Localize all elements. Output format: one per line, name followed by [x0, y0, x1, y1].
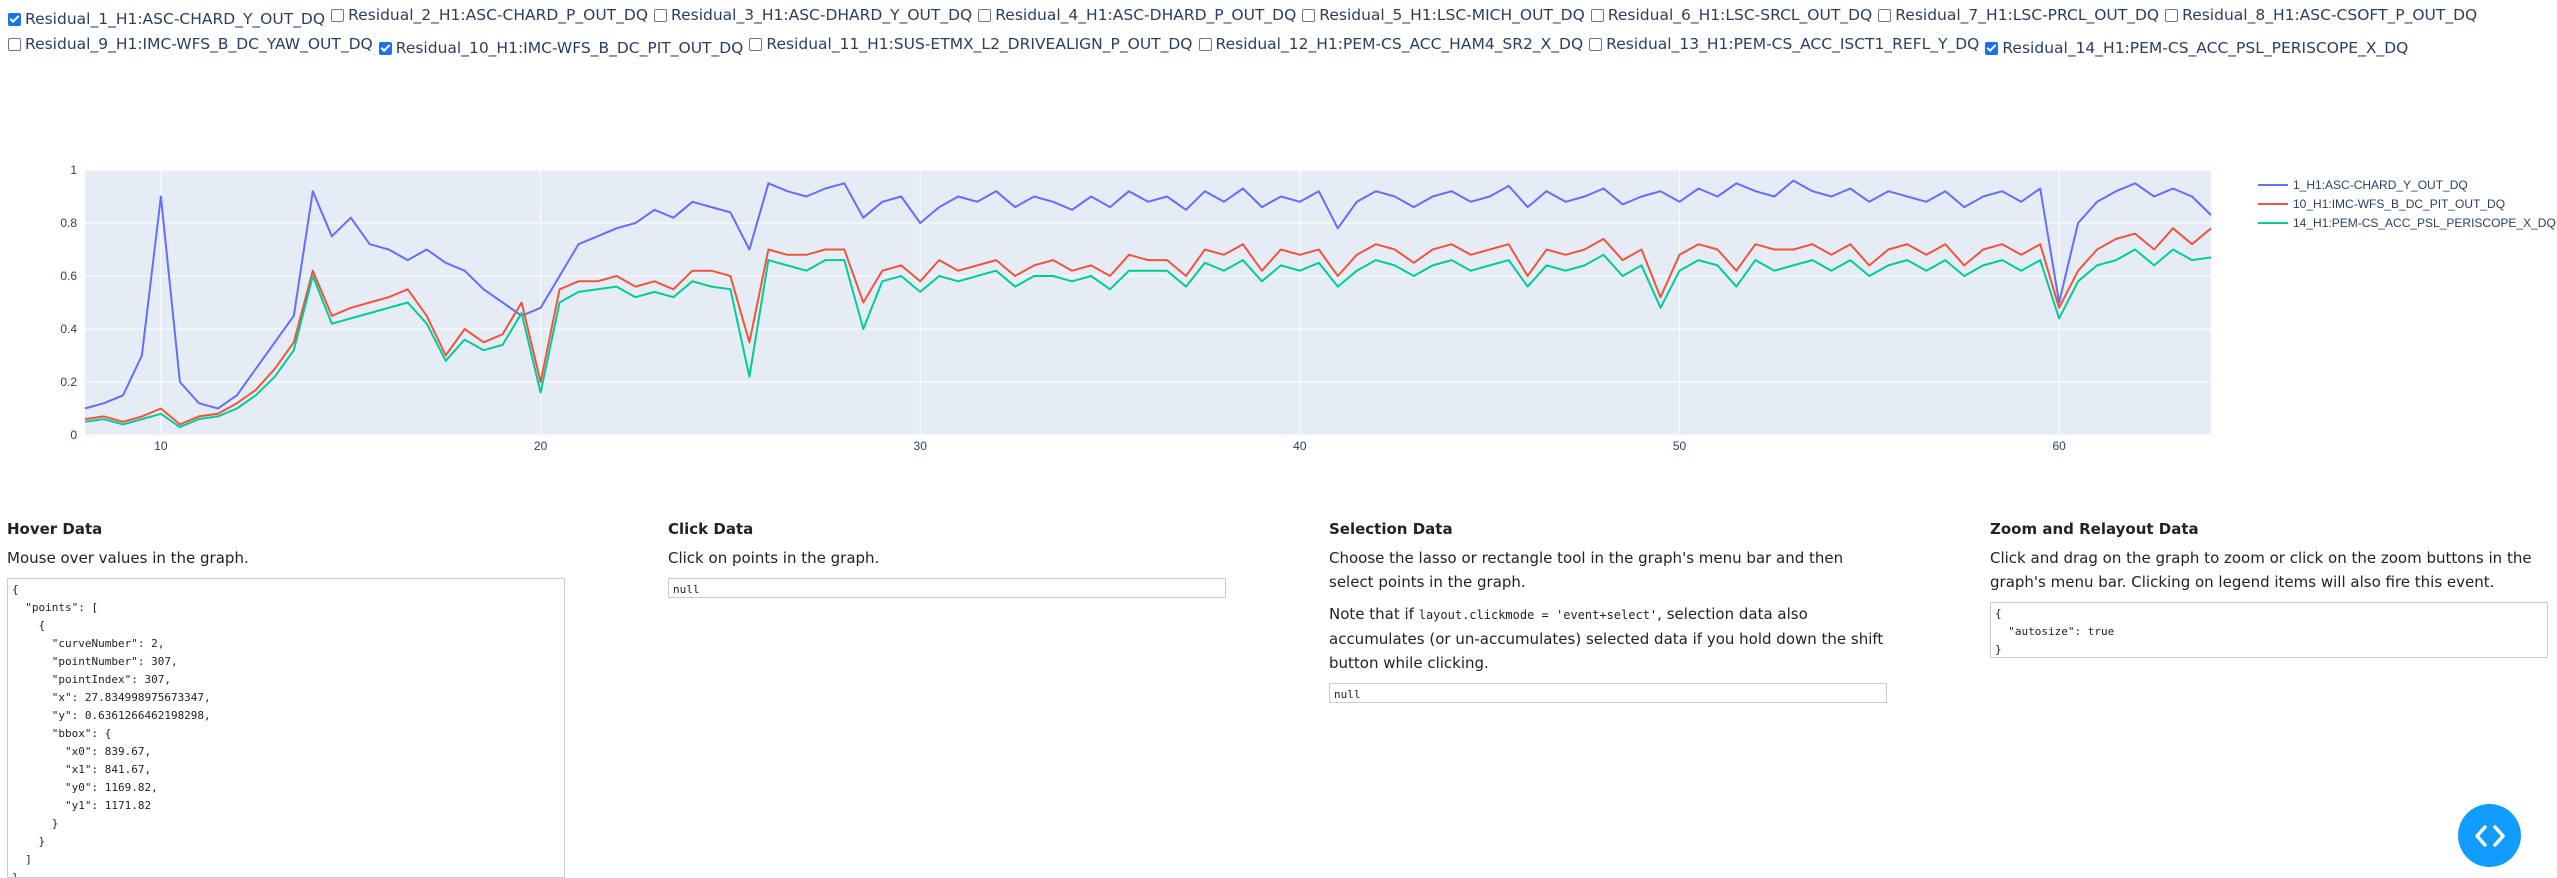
hover-data-title: Hover Data: [7, 520, 103, 538]
y-tick-label: 0.2: [60, 375, 77, 389]
x-tick-label: 40: [1293, 439, 1307, 453]
legend-label: 1_H1:ASC-CHARD_Y_OUT_DQ: [2293, 178, 2468, 192]
checkbox-unchecked[interactable]: [1590, 9, 1604, 22]
click-data-json: null: [668, 578, 1226, 598]
y-tick-label: 0.4: [60, 322, 77, 336]
checkbox-unchecked[interactable]: [1589, 38, 1603, 51]
checkbox-label: Residual_9_H1:IMC-WFS_B_DC_YAW_OUT_DQ: [25, 35, 373, 53]
zoom-data-json: { "autosize": true }: [1990, 602, 2548, 658]
line-chart[interactable]: 10 20 30 40 50 60 0 0.2 0.4 0.6 0.8 1 1_H1:ASC-CHARD…: [0, 150, 2557, 470]
checkbox-label: Residual_4_H1:ASC-DHARD_P_OUT_DQ: [995, 6, 1297, 24]
checkbox-unchecked[interactable]: [2165, 9, 2179, 22]
checkbox-checked[interactable]: [378, 42, 392, 55]
residual-checkbox-item[interactable]: Residual_7_H1:LSC-PRCL_OUT_DQ: [1878, 3, 2159, 28]
checkbox-label: Residual_8_H1:ASC-CSOFT_P_OUT_DQ: [2182, 6, 2478, 24]
checkbox-unchecked[interactable]: [978, 9, 992, 22]
checkbox-label: Residual_12_H1:PEM-CS_ACC_HAM4_SR2_X_DQ: [1215, 35, 1584, 53]
hover-data-panel: Hover Data Mouse over values in the grap…: [7, 520, 567, 878]
y-tick-label: 0.6: [60, 269, 77, 283]
checkbox-label: Residual_6_H1:LSC-SRCL_OUT_DQ: [1607, 6, 1873, 24]
residual-checkbox-item[interactable]: Residual_1_H1:ASC-CHARD_Y_OUT_DQ: [8, 7, 325, 32]
zoom-data-description: Click and drag on the graph to zoom or c…: [1990, 549, 2532, 591]
residual-graph[interactable]: 10 20 30 40 50 60 0 0.2 0.4 0.6 0.8 1 1_H1:ASC-CHARD…: [0, 150, 2557, 470]
checkbox-label: Residual_1_H1:ASC-CHARD_Y_OUT_DQ: [25, 10, 326, 28]
selection-data-json: null: [1329, 683, 1887, 703]
zoom-data-panel: Zoom and Relayout Data Click and drag on…: [1990, 520, 2550, 658]
y-tick-label: 1: [70, 163, 77, 177]
x-tick-label: 60: [2052, 439, 2066, 453]
selection-data-panel: Selection Data Choose the lasso or recta…: [1329, 520, 1889, 703]
y-tick-label: 0.8: [60, 216, 77, 230]
selection-data-description: Choose the lasso or rectangle tool in th…: [1329, 549, 1844, 591]
residual-checkbox-item[interactable]: Residual_2_H1:ASC-CHARD_P_OUT_DQ: [331, 3, 648, 28]
hover-data-description: Mouse over values in the graph.: [7, 549, 249, 567]
selection-data-title: Selection Data: [1329, 520, 1453, 538]
checkbox-label: Residual_7_H1:LSC-PRCL_OUT_DQ: [1895, 6, 2160, 24]
residual-checklist: Residual_1_H1:ASC-CHARD_Y_OUT_DQ Residual…: [8, 3, 2548, 61]
selection-note-pre: Note that if: [1329, 605, 1419, 623]
checkbox-unchecked[interactable]: [1878, 9, 1892, 22]
checkbox-label: Residual_14_H1:PEM-CS_ACC_PSL_PERISCOPE_…: [2002, 39, 2409, 57]
legend-label: 14_H1:PEM-CS_ACC_PSL_PERISCOPE_X_DQ: [2293, 216, 2556, 230]
checkbox-label: Residual_2_H1:ASC-CHARD_P_OUT_DQ: [348, 6, 649, 24]
checkbox-label: Residual_11_H1:SUS-ETMX_L2_DRIVEALIGN_P_…: [766, 35, 1193, 53]
plot-area: [85, 170, 2211, 435]
checkbox-checked[interactable]: [1985, 42, 1999, 55]
checkbox-unchecked[interactable]: [749, 38, 763, 51]
residual-checkbox-item[interactable]: Residual_11_H1:SUS-ETMX_L2_DRIVEALIGN_P_…: [749, 32, 1193, 57]
zoom-data-title: Zoom and Relayout Data: [1990, 520, 2199, 538]
click-data-title: Click Data: [668, 520, 754, 538]
residual-checkbox-item[interactable]: Residual_6_H1:LSC-SRCL_OUT_DQ: [1590, 3, 1873, 28]
residual-checkbox-item[interactable]: Residual_10_H1:IMC-WFS_B_DC_PIT_OUT_DQ: [378, 36, 744, 61]
checkbox-unchecked[interactable]: [8, 38, 21, 51]
residual-checkbox-item[interactable]: Residual_5_H1:LSC-MICH_OUT_DQ: [1302, 3, 1585, 28]
checkbox-label: Residual_3_H1:ASC-DHARD_Y_OUT_DQ: [671, 6, 973, 24]
x-tick-label: 10: [154, 439, 168, 453]
residual-checkbox-item[interactable]: Residual_12_H1:PEM-CS_ACC_HAM4_SR2_X_DQ: [1198, 32, 1584, 57]
checkbox-label: Residual_10_H1:IMC-WFS_B_DC_PIT_OUT_DQ: [395, 39, 744, 57]
x-tick-label: 30: [914, 439, 928, 453]
hover-data-json: { "points": [ { "curveNumber": 2, "point…: [7, 578, 565, 878]
x-tick-label: 50: [1673, 439, 1687, 453]
checkbox-unchecked[interactable]: [1198, 38, 1212, 51]
residual-checkbox-item[interactable]: Residual_14_H1:PEM-CS_ACC_PSL_PERISCOPE_…: [1985, 36, 2408, 61]
y-tick-label: 0: [70, 428, 77, 442]
checkbox-unchecked[interactable]: [654, 9, 668, 22]
x-tick-label: 20: [534, 439, 548, 453]
residual-checkbox-item[interactable]: Residual_3_H1:ASC-DHARD_Y_OUT_DQ: [654, 3, 972, 28]
series-line-3: [84, 248, 2212, 429]
series-line-2: [84, 227, 2212, 426]
residual-checkbox-item[interactable]: Residual_8_H1:ASC-CSOFT_P_OUT_DQ: [2165, 3, 2477, 28]
checkbox-checked[interactable]: [8, 13, 21, 26]
click-data-description: Click on points in the graph.: [668, 549, 880, 567]
legend-label: 10_H1:IMC-WFS_B_DC_PIT_OUT_DQ: [2293, 197, 2505, 211]
residual-checkbox-item[interactable]: Residual_9_H1:IMC-WFS_B_DC_YAW_OUT_DQ: [8, 32, 373, 57]
code-icon: [2474, 824, 2505, 847]
selection-data-note: Note that if layout.clickmode = 'event+s…: [1329, 602, 1889, 675]
selection-note-post: , selection data also accumulates (or un…: [1329, 605, 1884, 672]
checkbox-label: Residual_5_H1:LSC-MICH_OUT_DQ: [1319, 6, 1585, 24]
selection-note-code: layout.clickmode = 'event+select': [1418, 608, 1658, 622]
click-data-panel: Click Data Click on points in the graph.…: [668, 520, 1228, 598]
residual-checkbox-item[interactable]: Residual_13_H1:PEM-CS_ACC_ISCT1_REFL_Y_D…: [1589, 32, 1979, 57]
residual-checkbox-item[interactable]: Residual_4_H1:ASC-DHARD_P_OUT_DQ: [978, 3, 1296, 28]
code-toggle-button[interactable]: [2458, 804, 2521, 867]
checkbox-unchecked[interactable]: [1302, 9, 1316, 22]
checkbox-label: Residual_13_H1:PEM-CS_ACC_ISCT1_REFL_Y_D…: [1606, 35, 1980, 53]
checkbox-unchecked[interactable]: [331, 9, 345, 22]
series-line-1: [84, 179, 2212, 410]
